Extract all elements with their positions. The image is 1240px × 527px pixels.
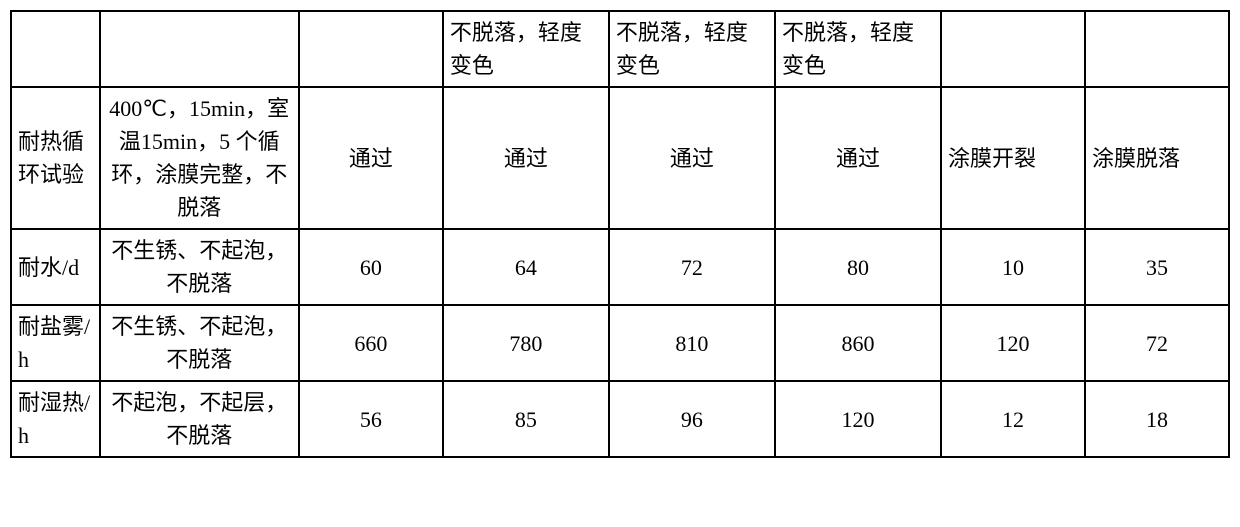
cell: 60 [299, 229, 443, 305]
cell [299, 11, 443, 87]
cell: 72 [609, 229, 775, 305]
cell: 通过 [609, 87, 775, 229]
cell: 660 [299, 305, 443, 381]
cell: 涂膜开裂 [941, 87, 1085, 229]
cell: 120 [941, 305, 1085, 381]
cell: 80 [775, 229, 941, 305]
cell: 通过 [775, 87, 941, 229]
cell: 耐热循环试验 [11, 87, 100, 229]
table-row: 耐盐雾/h 不生锈、不起泡，不脱落 660 780 810 860 120 72 [11, 305, 1229, 381]
cell: 400℃，15min，室温15min，5 个循环，涂膜完整，不脱落 [100, 87, 299, 229]
cell: 120 [775, 381, 941, 457]
cell: 不脱落，轻度变色 [609, 11, 775, 87]
cell: 860 [775, 305, 941, 381]
table-row: 耐湿热/h 不起泡，不起层，不脱落 56 85 96 120 12 18 [11, 381, 1229, 457]
table-row: 不脱落，轻度变色 不脱落，轻度变色 不脱落，轻度变色 [11, 11, 1229, 87]
cell: 72 [1085, 305, 1229, 381]
cell: 不生锈、不起泡，不脱落 [100, 305, 299, 381]
cell: 780 [443, 305, 609, 381]
table-row: 耐水/d 不生锈、不起泡，不脱落 60 64 72 80 10 35 [11, 229, 1229, 305]
table-body: 不脱落，轻度变色 不脱落，轻度变色 不脱落，轻度变色 耐热循环试验 400℃，1… [11, 11, 1229, 457]
cell: 通过 [299, 87, 443, 229]
cell: 96 [609, 381, 775, 457]
cell: 通过 [443, 87, 609, 229]
cell: 耐水/d [11, 229, 100, 305]
cell: 18 [1085, 381, 1229, 457]
cell: 12 [941, 381, 1085, 457]
cell: 35 [1085, 229, 1229, 305]
cell: 不脱落，轻度变色 [775, 11, 941, 87]
cell [941, 11, 1085, 87]
cell: 耐湿热/h [11, 381, 100, 457]
cell: 不生锈、不起泡，不脱落 [100, 229, 299, 305]
cell: 涂膜脱落 [1085, 87, 1229, 229]
cell: 85 [443, 381, 609, 457]
cell: 不起泡，不起层，不脱落 [100, 381, 299, 457]
cell [11, 11, 100, 87]
table-row: 耐热循环试验 400℃，15min，室温15min，5 个循环，涂膜完整，不脱落… [11, 87, 1229, 229]
cell: 810 [609, 305, 775, 381]
cell [100, 11, 299, 87]
cell: 56 [299, 381, 443, 457]
cell: 不脱落，轻度变色 [443, 11, 609, 87]
data-table: 不脱落，轻度变色 不脱落，轻度变色 不脱落，轻度变色 耐热循环试验 400℃，1… [10, 10, 1230, 458]
cell: 耐盐雾/h [11, 305, 100, 381]
cell: 64 [443, 229, 609, 305]
cell: 10 [941, 229, 1085, 305]
cell [1085, 11, 1229, 87]
